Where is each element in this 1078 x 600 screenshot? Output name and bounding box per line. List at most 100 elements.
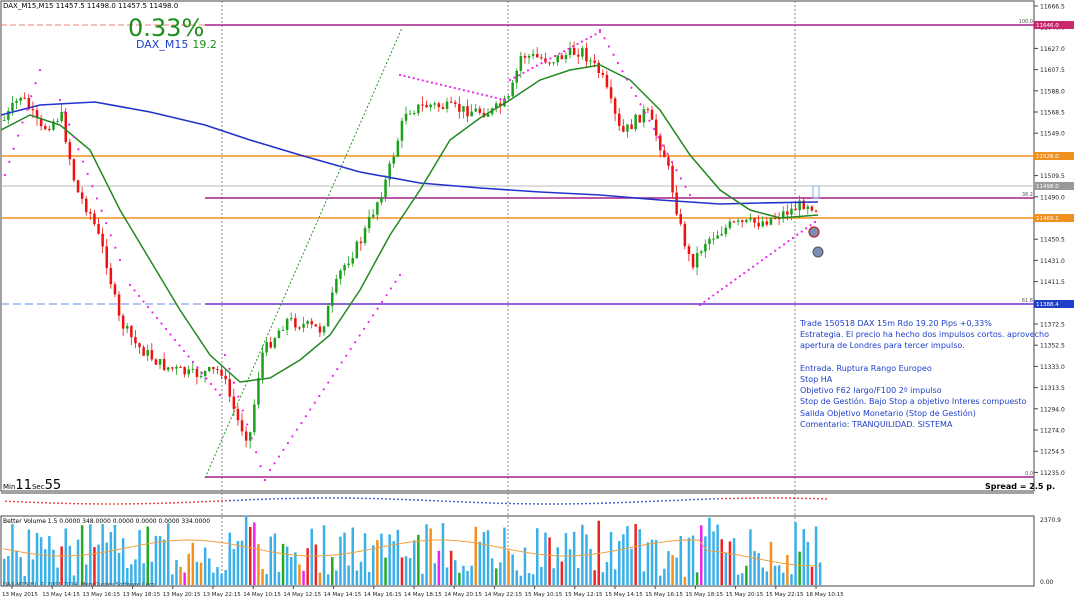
sar-dot (291, 435, 294, 438)
candle-body (605, 74, 609, 88)
oscillator-dot (161, 502, 163, 505)
volume-bar (441, 523, 445, 585)
candle-body (712, 238, 715, 240)
volume-bar (380, 533, 383, 585)
volume-bar (158, 536, 162, 585)
candle-body (462, 106, 465, 112)
candle-body (560, 55, 564, 60)
oscillator-dot (125, 503, 127, 505)
oscillator-dot (593, 502, 595, 505)
oscillator-dot (329, 497, 331, 499)
sar-dot (12, 147, 15, 150)
volume-bar (790, 574, 793, 585)
volume-bar (667, 551, 670, 585)
volume-bar (609, 531, 613, 585)
candle-body (290, 318, 293, 320)
sar-dot (133, 289, 136, 292)
candle-body (150, 350, 154, 360)
volume-bar (240, 540, 244, 585)
volume-bar (507, 550, 510, 585)
candle-body (732, 221, 736, 223)
oscillator-dot (725, 497, 727, 500)
volume-bar (659, 575, 662, 585)
candle-body (716, 235, 719, 239)
candle-body (499, 103, 502, 107)
sar-dot (688, 193, 692, 197)
candle-body (117, 294, 121, 316)
volume-bar (306, 548, 309, 585)
sar-dot (146, 305, 150, 309)
candle-body (786, 211, 789, 215)
volume-bar (392, 541, 395, 585)
sar-dot (594, 33, 597, 36)
candle-body (199, 375, 203, 377)
candle-body (244, 431, 248, 441)
oscillator-dot (357, 497, 359, 500)
candle-body (548, 62, 551, 64)
sar-dot (526, 69, 530, 72)
sar-dot (218, 393, 222, 397)
volume-bar (396, 529, 400, 585)
oscillator-dot (569, 502, 571, 505)
price-axis-label: 11411.5 (1040, 279, 1065, 286)
oscillator-dot (777, 497, 779, 499)
profit-percent: 0.33% (128, 14, 205, 42)
candle-body (347, 263, 350, 265)
oscillator-dot (645, 500, 647, 503)
volume-bar (728, 541, 732, 585)
volume-bar (191, 542, 195, 585)
oscillator-dot (49, 502, 51, 504)
comment-line: apertura de Londres para tercer impulso. (800, 341, 965, 351)
sar-dot (562, 50, 566, 53)
oscillator-dot (17, 500, 19, 503)
price-tag: 11498.0 (1034, 182, 1074, 190)
volume-bar (93, 547, 96, 585)
price-axis-label: 11549.0 (1040, 131, 1065, 138)
sar-dot (8, 160, 11, 163)
sar-dot (760, 259, 764, 262)
sar-dot (616, 61, 620, 65)
oscillator-dot (817, 497, 819, 500)
volume-bar (712, 531, 715, 585)
oscillator-dot (381, 497, 383, 500)
oscillator-dot (29, 501, 31, 504)
sar-dot (439, 83, 443, 86)
sar-dot (535, 64, 539, 67)
sar-dot (782, 243, 786, 246)
oscillator-dot (37, 501, 39, 504)
candle-body (19, 97, 22, 101)
candle-body (527, 55, 531, 58)
oscillator-dot (613, 501, 615, 504)
sar-dot (86, 172, 89, 175)
oscillator-dot (581, 502, 583, 505)
volume-bar (757, 553, 760, 585)
sar-dot (522, 71, 525, 74)
candle-body (765, 221, 769, 225)
sar-dot (462, 89, 466, 92)
oscillator-dot (185, 501, 187, 504)
volume-bar (89, 524, 92, 585)
time-axis-label: 15 May 14:15 (605, 592, 643, 598)
sar-dot (444, 84, 447, 87)
oscillator-dot (105, 503, 107, 505)
sar-dot (164, 327, 168, 331)
candle-body (736, 220, 740, 222)
oscillator-dot (397, 498, 399, 501)
candle-body (769, 217, 773, 225)
sar-dot (322, 388, 325, 391)
oscillator-dot (441, 500, 443, 502)
oscillator-dot (529, 502, 531, 505)
volume-bar (3, 558, 6, 585)
sar-dot (304, 415, 307, 418)
candle-body (80, 192, 84, 199)
sar-dot (241, 409, 244, 412)
volume-bar (437, 550, 441, 585)
sar-dot (58, 98, 62, 102)
oscillator-dot (241, 499, 243, 501)
volume-bar (7, 555, 10, 585)
volume-bar (695, 572, 699, 585)
volume-bar (195, 561, 199, 585)
candle-body (109, 267, 113, 285)
sar-dot (178, 344, 181, 347)
